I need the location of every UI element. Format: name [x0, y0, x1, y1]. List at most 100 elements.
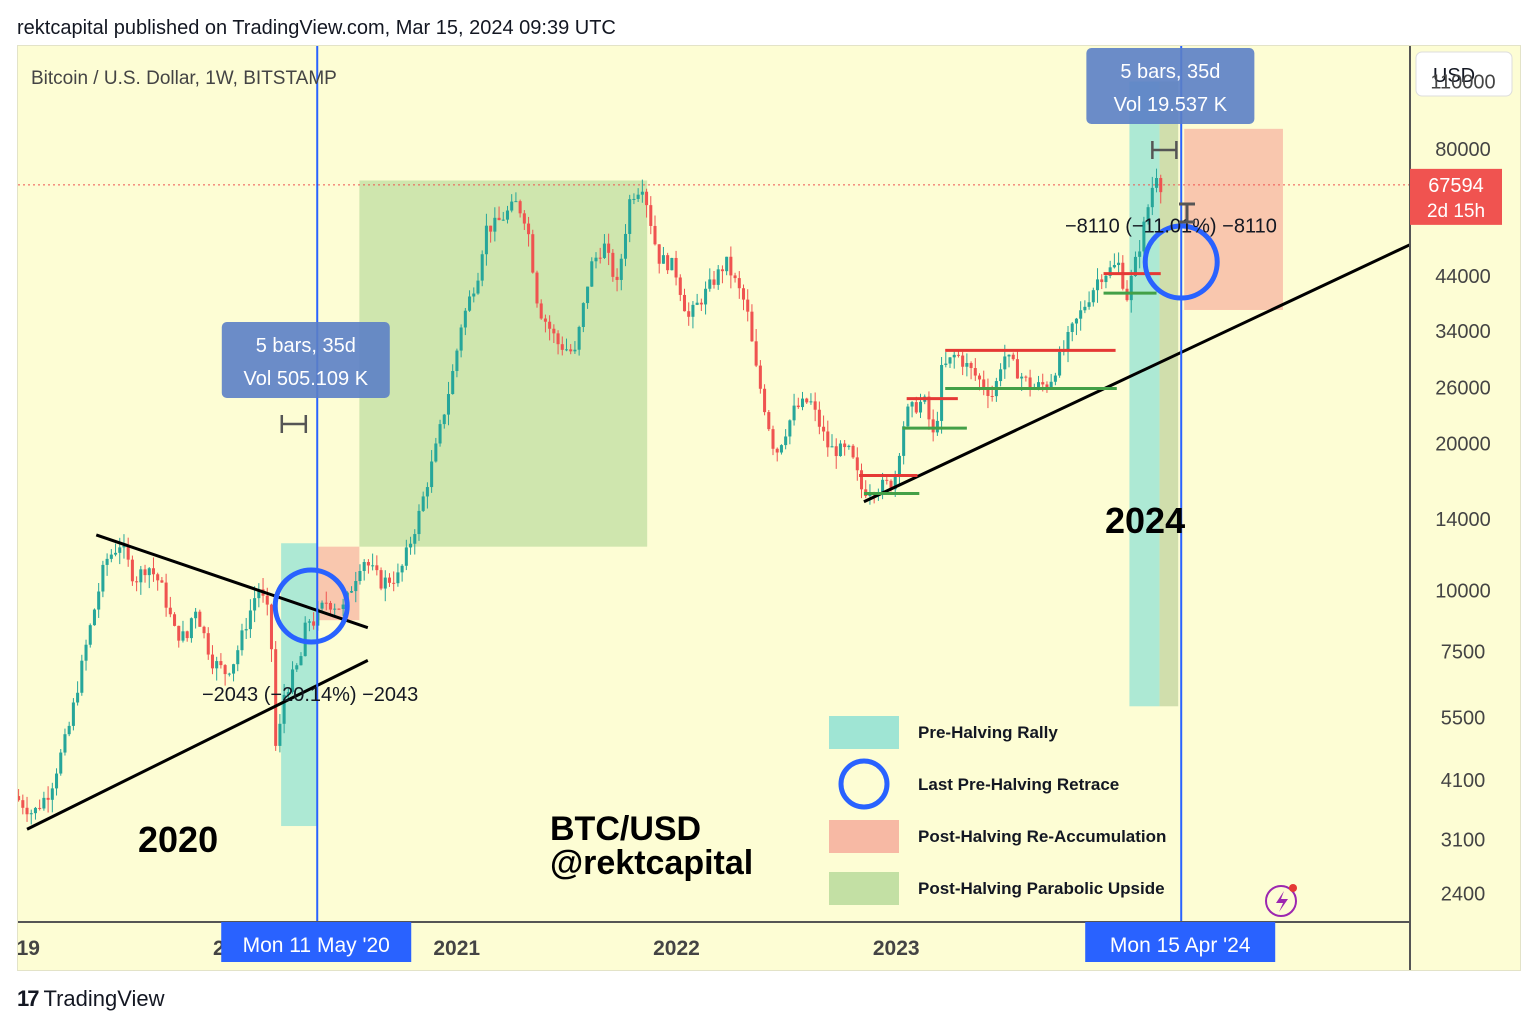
- zone-pre-halving-rally: [1129, 81, 1160, 707]
- btc-usd-chart[interactable]: −2043 (−20.14%) −2043 −8110 (−11.01%) −81…: [18, 46, 1520, 970]
- candle-body: [278, 723, 282, 746]
- candle-body: [741, 288, 746, 300]
- candle-body: [392, 582, 396, 584]
- candle-body: [379, 570, 383, 589]
- retrace-label: −2043 (−20.14%) −2043: [202, 684, 418, 706]
- measure-volume-label: Vol 19.537 K: [1114, 94, 1228, 116]
- candle-body: [446, 394, 451, 415]
- candle-body: [484, 225, 488, 255]
- candle-body: [291, 669, 295, 693]
- candle-body: [1121, 262, 1125, 289]
- candle-body: [18, 796, 21, 801]
- candle-body: [480, 254, 484, 281]
- candle-body: [320, 602, 324, 609]
- candle-body: [468, 296, 472, 311]
- candle-body: [362, 562, 366, 571]
- candle-body: [556, 333, 560, 345]
- candle-body: [805, 398, 809, 403]
- candle-body: [55, 773, 59, 789]
- candle-body: [1041, 382, 1045, 385]
- candle-body: [543, 318, 547, 322]
- cycle-label-2024: 2024: [1105, 500, 1185, 541]
- candle-body: [1117, 262, 1121, 266]
- candle-body: [1066, 331, 1070, 350]
- candle-body: [505, 210, 510, 220]
- candle-body: [720, 269, 724, 272]
- trendline-resistance-2020: [95, 533, 369, 630]
- zone-post-halving-reaccumulation: [1184, 128, 1283, 310]
- y-tick-label: 110000: [1430, 71, 1495, 93]
- candle-body: [619, 258, 623, 280]
- candle-body: [358, 570, 362, 582]
- tradingview-brand-label: TradingView: [43, 986, 165, 1011]
- candle-body: [257, 589, 261, 599]
- candle-body: [897, 455, 901, 475]
- candle-body: [1015, 359, 1019, 379]
- candle-body: [682, 294, 687, 312]
- candle-body: [126, 545, 130, 560]
- candle-body: [337, 608, 341, 610]
- candle-body: [855, 457, 859, 471]
- cycle-label-2020: 2020: [138, 819, 218, 860]
- price-range-marker: [1179, 202, 1195, 224]
- candle-body: [223, 665, 227, 675]
- candle-body: [88, 625, 92, 645]
- candle-body: [746, 299, 750, 312]
- candle-body: [881, 479, 885, 493]
- candle-body: [961, 355, 965, 367]
- candle-body: [548, 321, 552, 329]
- candle-body: [29, 813, 33, 815]
- candle-body: [472, 293, 476, 297]
- candle-body: [354, 581, 358, 592]
- candle-body: [577, 326, 581, 350]
- candle-body: [438, 424, 442, 444]
- candle-body: [135, 581, 139, 583]
- candle-body: [274, 649, 278, 746]
- candle-body: [581, 303, 585, 327]
- candle-body: [687, 311, 691, 317]
- halving-date-badge: [1085, 922, 1276, 962]
- candle-body: [948, 357, 952, 364]
- candle-body: [177, 625, 181, 641]
- candle-body: [299, 656, 303, 666]
- candle-body: [1142, 221, 1146, 252]
- candle-body: [615, 276, 619, 280]
- candle-body: [215, 661, 219, 669]
- candle-body: [42, 797, 46, 809]
- candle-body: [219, 661, 223, 666]
- candle-body: [425, 487, 429, 497]
- legend-item-label: Pre-Halving Rally: [918, 723, 1058, 742]
- candle-body: [586, 286, 590, 304]
- measure-bars-label: 5 bars, 35d: [1120, 61, 1220, 83]
- candle-body: [97, 591, 101, 610]
- candle-body: [914, 402, 918, 413]
- candle-body: [661, 255, 665, 264]
- current-price-value: 67594: [1428, 175, 1484, 197]
- y-tick-label: 5500: [1441, 708, 1486, 730]
- candle-body: [569, 349, 573, 352]
- candle-body: [396, 572, 400, 584]
- candle-body: [779, 445, 783, 453]
- candle-body: [750, 311, 754, 342]
- candle-body: [918, 401, 923, 413]
- candle-body: [286, 692, 290, 695]
- candle-body: [173, 614, 177, 626]
- candle-body: [476, 280, 480, 294]
- candle-body: [822, 426, 826, 432]
- candle-body: [1159, 178, 1163, 193]
- candle-body: [906, 406, 910, 427]
- candle-body: [295, 665, 299, 670]
- y-tick-label: 20000: [1435, 433, 1491, 455]
- watermark-author: @rektcapital: [550, 844, 753, 882]
- candle-body: [602, 243, 606, 258]
- candle-body: [164, 582, 168, 608]
- candle-body: [139, 569, 143, 583]
- candle-body: [202, 626, 206, 634]
- candle-body: [33, 807, 37, 814]
- retrace-label: −8110 (−11.01%) −8110: [1065, 216, 1277, 238]
- chart-panel[interactable]: −2043 (−20.14%) −2043 −8110 (−11.01%) −81…: [17, 45, 1521, 971]
- candle-body: [206, 633, 210, 655]
- candle-body: [704, 288, 708, 305]
- candle-body: [371, 565, 375, 567]
- candle-body: [105, 558, 109, 565]
